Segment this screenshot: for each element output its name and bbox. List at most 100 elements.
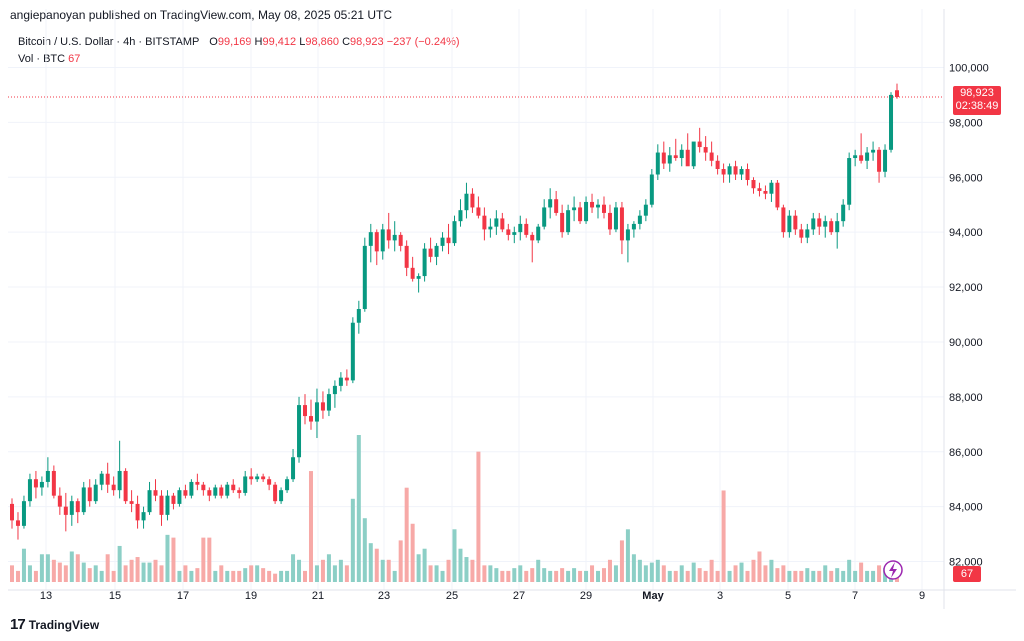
volume-bar [554,570,559,582]
current-price-tag: 98,923 02:38:49 [953,86,1001,115]
volume-bar [117,545,122,582]
price-change: −237 (−0.24%) [386,36,460,48]
close-label: C [342,36,351,48]
candle [219,484,224,499]
candle [368,223,373,263]
candle [835,212,840,249]
y-axis[interactable]: 100,000 98,000 96,000 94,000 92,000 90,000 88,… [949,62,989,568]
candle [781,204,786,238]
candle [69,495,74,526]
candles [10,83,899,540]
candle [775,179,780,211]
candle [865,147,870,170]
volume-bar [111,570,116,582]
volume-bar [386,559,391,582]
candle [380,223,385,260]
x-axis[interactable]: 13 15 17 19 21 23 25 27 29 May 3 5 7 9 [40,590,925,602]
volume-bar [853,570,858,582]
candle [805,223,810,244]
candle [416,273,421,293]
x-tick-label: 9 [919,590,925,602]
candle [613,201,618,233]
x-tick-label: 29 [580,590,592,602]
volume-bar [446,559,451,582]
volume-bar [362,518,367,582]
candle [207,487,212,502]
candle [673,138,678,161]
candle [889,92,894,153]
bolt-icon[interactable] [883,560,903,580]
volume-bar [667,570,672,582]
candle [440,232,445,252]
candle [410,256,415,282]
x-tick-label: 19 [245,590,257,602]
tradingview-footer[interactable]: 17 TradingView [10,616,99,633]
candle [787,210,792,238]
candle [63,492,68,532]
candle [141,506,146,529]
candle [398,232,403,252]
x-tick-label: 17 [177,590,189,602]
volume-bar [434,565,439,582]
volume-bar [81,562,86,582]
volume-bar [685,570,690,582]
volume-bar [572,568,577,582]
volume-bar [655,559,660,582]
candle [685,133,690,167]
volume-label[interactable]: Vol · BTC [18,53,66,65]
x-tick-label: 7 [852,590,858,602]
volume-bar [673,570,678,582]
candle [392,221,397,252]
volume-bar [261,568,266,582]
y-tick-label: 100,000 [949,62,989,74]
candle [590,193,595,213]
volume-bar [799,570,804,582]
brand-name: TradingView [28,617,100,632]
candle [548,188,553,219]
volume-bar [811,570,816,582]
candle [111,476,116,496]
open-label: O [209,36,218,48]
volume-bar [709,559,714,582]
volume-bar [643,565,648,582]
volume-bar [320,559,325,582]
volume-bar [356,435,361,582]
volume-bar [404,487,409,582]
volume-bar [757,551,762,582]
candle [751,177,756,194]
volume-bar [410,523,415,582]
volume-bar [697,568,702,582]
volume-row: Vol · BTC 67 [18,51,460,68]
volume-bar [350,498,355,582]
candle [733,160,738,180]
volume-bar [69,551,74,582]
candle [518,215,523,241]
volume-bar [177,570,182,582]
symbol-name[interactable]: Bitcoin / U.S. Dollar · 4h · BITSTAMP [18,36,200,48]
volume-bar [703,570,708,582]
candle [506,223,511,241]
candle [512,226,517,244]
volume-bar [332,565,337,582]
volume-bar [219,565,224,582]
volume-bar [847,559,852,582]
volume-bar [829,570,834,582]
x-tick-label: May [642,590,664,602]
volume-bar [326,554,331,582]
x-tick-label: 3 [717,590,723,602]
volume-bar [207,537,212,582]
candle [15,512,20,540]
volume-bar [506,570,511,582]
volume-bar [733,565,738,582]
candle [769,179,774,202]
volume-bar [165,534,170,582]
volume-bar [273,573,278,582]
candle [637,210,642,230]
volume-bar [87,568,92,582]
candle [679,144,684,167]
volume-bar [75,554,80,582]
volume-bar [51,559,56,582]
volume-bar [578,570,583,582]
candle [631,221,636,238]
